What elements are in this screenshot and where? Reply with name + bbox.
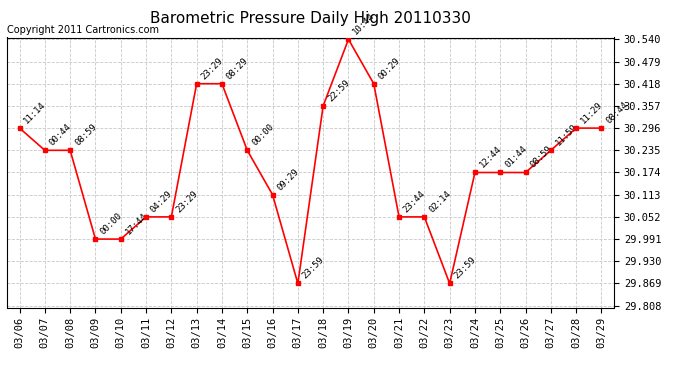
Text: 12:44: 12:44: [477, 144, 503, 170]
Text: 17:44: 17:44: [124, 211, 149, 236]
Text: 08:59: 08:59: [73, 122, 98, 147]
Text: 10:44: 10:44: [351, 11, 377, 36]
Text: Barometric Pressure Daily High 20110330: Barometric Pressure Daily High 20110330: [150, 11, 471, 26]
Text: 01:44: 01:44: [503, 144, 529, 170]
Text: 00:00: 00:00: [250, 122, 275, 147]
Text: 09:29: 09:29: [275, 166, 301, 192]
Text: 00:44: 00:44: [48, 122, 73, 147]
Text: 23:59: 23:59: [301, 255, 326, 281]
Text: 08:59: 08:59: [529, 144, 553, 170]
Text: 08:29: 08:29: [225, 56, 250, 81]
Text: 23:59: 23:59: [453, 255, 477, 281]
Text: 02:14: 02:14: [427, 189, 453, 214]
Text: 23:29: 23:29: [174, 189, 199, 214]
Text: 22:59: 22:59: [326, 78, 351, 103]
Text: 23:29: 23:29: [199, 56, 225, 81]
Text: 11:29: 11:29: [579, 100, 604, 125]
Text: 04:29: 04:29: [149, 189, 174, 214]
Text: 08:44: 08:44: [604, 100, 629, 125]
Text: 11:59: 11:59: [553, 122, 579, 147]
Text: 11:14: 11:14: [22, 100, 48, 125]
Text: 23:44: 23:44: [402, 189, 427, 214]
Text: Copyright 2011 Cartronics.com: Copyright 2011 Cartronics.com: [7, 25, 159, 35]
Text: 00:29: 00:29: [377, 56, 402, 81]
Text: 00:00: 00:00: [98, 211, 124, 236]
